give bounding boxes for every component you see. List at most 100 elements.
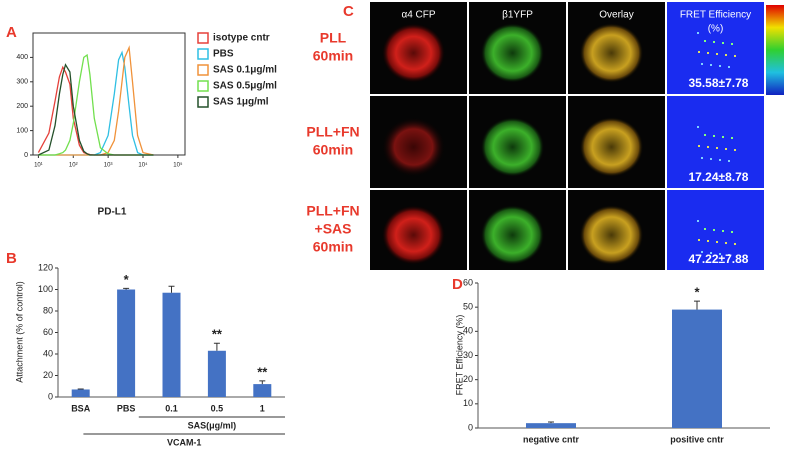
error-bar [168, 285, 175, 293]
fret-speckle [710, 158, 712, 160]
fret-speckle [697, 220, 699, 222]
x-tick-label: positive cntr [670, 434, 724, 444]
fret-speckle [701, 63, 703, 65]
micrograph [667, 2, 764, 94]
bar [672, 309, 722, 428]
x-tick-label: 0.5 [211, 403, 224, 413]
fret-speckle [701, 251, 703, 253]
y-tick-label: 20 [43, 370, 53, 380]
fret-speckle [719, 159, 721, 161]
bar [526, 423, 576, 428]
y-tick-label: 80 [43, 305, 53, 315]
histogram-line [38, 53, 154, 156]
fret-speckle [734, 55, 736, 57]
y-tick-label: 60 [43, 327, 53, 337]
y-tick-label: 10 [463, 398, 473, 408]
y-tick-label: 300 [16, 79, 28, 86]
fret-speckle [701, 157, 703, 159]
y-tick-label: 100 [16, 127, 28, 134]
error-bar [259, 380, 266, 385]
bar [117, 289, 136, 397]
panel-label: A [6, 24, 17, 41]
fret-speckle [713, 41, 715, 43]
y-tick-label: 200 [16, 103, 28, 110]
fret-speckle [710, 64, 712, 66]
fret-speckle [704, 228, 706, 230]
row-label: 60min [313, 239, 353, 255]
legend-label: PBS [213, 49, 234, 60]
fret-speckle [722, 42, 724, 44]
error-bar [694, 300, 700, 310]
x-tick-label: PBS [117, 403, 136, 413]
column-header: FRET Efficiency [680, 10, 751, 21]
panel-label: D [452, 276, 463, 293]
y-tick-label: 0 [48, 391, 53, 401]
legend-label: SAS 0.1μg/ml [213, 65, 277, 76]
fret-speckle [722, 230, 724, 232]
legend-swatch [197, 96, 209, 108]
error-bar [548, 421, 554, 424]
fret-speckle [704, 134, 706, 136]
fret-speckle [719, 253, 721, 255]
cell-image [381, 23, 446, 83]
fret-speckle [731, 231, 733, 233]
micrograph [667, 96, 764, 188]
fret-speckle [728, 254, 730, 256]
y-tick-label: 40 [43, 348, 53, 358]
fret-value: 35.58±7.78 [689, 76, 749, 90]
bar [207, 350, 226, 397]
row-label: +SAS [315, 221, 352, 237]
x-tick-label: 10² [69, 163, 78, 169]
fret-speckle [704, 40, 706, 42]
x-tick-label: BSA [71, 403, 91, 413]
x-tick-label: 10¹ [34, 163, 43, 169]
column-header: Overlay [599, 10, 633, 21]
fret-speckle [728, 66, 730, 68]
y-axis-label: Attachment (% of control) [14, 281, 24, 383]
fret-speckle [725, 148, 727, 150]
color-scale [766, 5, 784, 95]
cell-image [480, 205, 545, 265]
legend-swatch [197, 32, 209, 44]
panel-label: B [6, 250, 17, 267]
fret-speckle [716, 53, 718, 55]
histogram-line [38, 63, 154, 156]
y-tick-label: 60 [463, 277, 473, 287]
fret-speckle [707, 52, 709, 54]
y-tick-label: 0 [468, 422, 473, 432]
y-tick-label: 0 [24, 152, 28, 159]
x-tick-label: 10³ [104, 163, 113, 169]
fret-speckle [713, 135, 715, 137]
fret-speckle [716, 147, 718, 149]
significance-mark: ** [212, 327, 223, 342]
bar [253, 384, 272, 397]
x-axis-label: PD-L1 [98, 207, 127, 218]
fret-value: 17.24±8.78 [689, 170, 749, 184]
y-axis-label: FRET Efficiency (%) [454, 315, 464, 396]
legend-label: SAS 0.5μg/ml [213, 81, 277, 92]
group-label: SAS(μg/ml) [188, 420, 237, 430]
fret-speckle [734, 243, 736, 245]
legend-swatch [197, 64, 209, 76]
cell-image [480, 23, 545, 83]
group-label: VCAM-1 [167, 437, 202, 447]
x-tick-label: 10⁴ [138, 162, 148, 169]
fret-speckle [734, 149, 736, 151]
fret-speckle [698, 51, 700, 53]
significance-mark: ** [257, 364, 268, 379]
x-tick-label: negative cntr [523, 434, 580, 444]
error-bar [123, 287, 130, 290]
bar [162, 292, 181, 397]
fret-speckle [713, 229, 715, 231]
fret-speckle [728, 160, 730, 162]
y-tick-label: 120 [38, 262, 53, 272]
fret-speckle [725, 54, 727, 56]
x-tick-label: 1 [260, 403, 265, 413]
fret-speckle [725, 242, 727, 244]
micrograph [667, 190, 764, 270]
fret-speckle [707, 240, 709, 242]
fret-speckle [710, 252, 712, 254]
error-bar [213, 342, 220, 351]
row-label: PLL [320, 30, 347, 46]
